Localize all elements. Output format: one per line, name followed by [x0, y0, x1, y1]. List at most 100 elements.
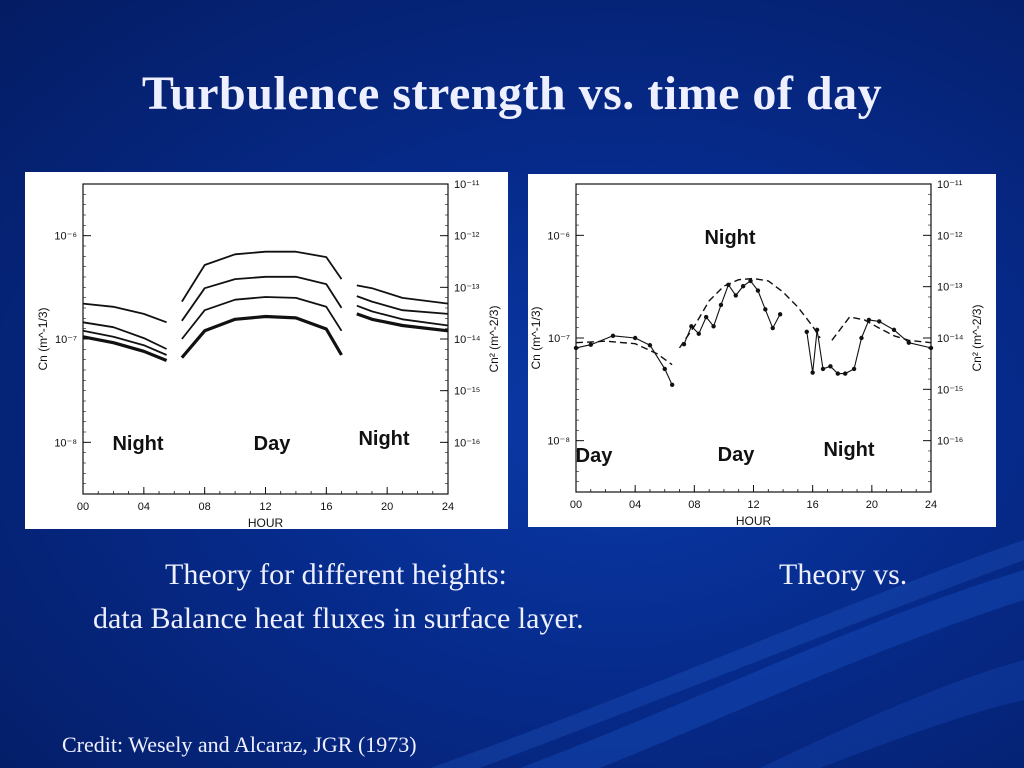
series-2-segment-2	[181, 275, 343, 322]
data-point	[610, 333, 616, 339]
x-axis-label: HOUR	[736, 514, 772, 527]
data-point	[877, 319, 882, 324]
x-axis-label: HOUR	[248, 516, 284, 529]
chart-theory: 00 04 08 12 16 20 24 HOUR 10⁻⁶ 10⁻⁷ 10⁻⁸ 10⁻¹¹ 10⁻¹²…	[36, 179, 501, 529]
y-axis-label-left: Cn (m^-1/3)	[529, 307, 543, 370]
data-point	[662, 366, 667, 372]
y-tick-label-right: 10⁻¹⁶	[454, 437, 480, 449]
series-4-segment-2	[180, 314, 343, 359]
series-3-segment-3	[356, 304, 449, 327]
series-2-segment-1	[575, 340, 673, 366]
period-label-day: Day	[576, 445, 614, 467]
data-point	[906, 340, 912, 345]
x-tick-label: 20	[381, 501, 393, 513]
y-tick-label-right: 10⁻¹⁵	[937, 384, 963, 396]
y-tick-label-right: 10⁻¹⁴	[937, 333, 964, 345]
y-tick-label-right: 10⁻¹²	[454, 231, 480, 243]
data-point	[711, 324, 716, 329]
y-tick-label-left: 10⁻⁶	[54, 231, 77, 243]
data-point	[859, 335, 864, 341]
data-point	[804, 329, 809, 334]
x-tick-label: 00	[570, 499, 582, 511]
credit-line: Credit: Wesely and Alcaraz, JGR (1973)	[62, 732, 417, 757]
data-point	[703, 314, 709, 320]
series-2-segment-2	[678, 277, 821, 349]
chart-theory-vs-data: 00 04 08 12 16 20 24 HOUR 10⁻⁶ 10⁻⁷ 10⁻⁸ 10⁻¹¹ 10⁻¹²…	[529, 179, 984, 527]
y-tick-label-left: 10⁻⁷	[55, 334, 77, 346]
y-tick-label-right: 10⁻¹³	[937, 282, 963, 294]
slide-title: Turbulence strength vs. time of day	[141, 67, 883, 120]
series-1-segment-3	[356, 284, 449, 305]
data-point	[755, 288, 761, 293]
y-tick-label-right: 10⁻¹²	[937, 230, 963, 242]
x-tick-label: 12	[747, 499, 759, 511]
x-tick-label: 16	[320, 501, 332, 513]
series-3-segment-1	[82, 329, 167, 356]
series-1-segment-3	[806, 319, 932, 375]
data-point	[828, 364, 833, 369]
y-tick-label-right: 10⁻¹⁴	[454, 334, 481, 346]
x-tick-label: 24	[925, 499, 937, 511]
data-point	[696, 331, 701, 336]
y-tick-label-left: 10⁻⁶	[547, 230, 570, 242]
period-label-night: Night	[704, 227, 755, 249]
chart-panel-theory: 00 04 08 12 16 20 24 HOUR 10⁻⁶ 10⁻⁷ 10⁻⁸ 10⁻¹¹ 10⁻¹²…	[25, 172, 508, 529]
series-2-segment-3	[356, 295, 449, 315]
chart-panel-theory-vs-data: 00 04 08 12 16 20 24 HOUR 10⁻⁶ 10⁻⁷ 10⁻⁸ 10⁻¹¹ 10⁻¹²…	[528, 174, 996, 527]
data-point	[851, 366, 857, 372]
series-2-segment-1	[82, 321, 167, 350]
data-point	[763, 307, 768, 312]
data-point	[820, 366, 826, 372]
data-point	[669, 382, 675, 388]
period-label-day: Day	[254, 433, 292, 455]
x-tick-label: 04	[629, 499, 641, 511]
y-tick-label-right: 10⁻¹¹	[454, 179, 480, 191]
y-tick-label-right: 10⁻¹¹	[937, 179, 963, 191]
x-tick-label: 08	[199, 501, 211, 513]
data-point	[891, 327, 897, 333]
caption-balance-heat-fluxes: data Balance heat fluxes in surface laye…	[93, 602, 584, 635]
series-2-segment-3	[831, 316, 932, 344]
x-tick-label: 16	[807, 499, 819, 511]
data-point	[733, 293, 738, 298]
y-tick-label-right: 10⁻¹³	[454, 282, 480, 294]
y-tick-label-left: 10⁻⁸	[54, 437, 77, 449]
period-label-day: Day	[718, 444, 756, 466]
series-3-segment-2	[181, 296, 343, 340]
x-tick-label: 24	[442, 501, 454, 513]
data-point	[835, 371, 841, 376]
period-label-night: Night	[358, 428, 409, 450]
data-point	[748, 278, 753, 284]
y-tick-label-left: 10⁻⁷	[548, 333, 570, 345]
y-axis-label-right: Cn² (m^-2/3)	[487, 306, 501, 373]
data-point	[810, 370, 815, 375]
y-axis-label-left: Cn (m^-1/3)	[36, 308, 50, 371]
x-tick-label: 04	[138, 501, 150, 513]
y-axis-label-right: Cn² (m^-2/3)	[970, 305, 984, 372]
data-point	[573, 345, 579, 351]
y-tick-label-right: 10⁻¹⁵	[454, 386, 480, 398]
y-tick-label-left: 10⁻⁸	[547, 436, 570, 448]
series-4-segment-3	[356, 312, 449, 333]
data-point	[770, 325, 775, 331]
period-label-night: Night	[823, 439, 874, 461]
x-tick-label: 00	[77, 501, 89, 513]
data-point	[647, 343, 653, 348]
series-1-segment-2	[181, 250, 343, 303]
series-1-segment-2	[683, 280, 781, 345]
data-point	[718, 302, 724, 308]
data-point	[588, 342, 593, 347]
data-point	[928, 345, 934, 351]
series-1-segment-1	[82, 302, 167, 324]
series-4-segment-1	[82, 335, 168, 362]
caption-theory-heights: Theory for different heights:	[165, 558, 507, 591]
x-tick-label: 08	[688, 499, 700, 511]
data-point	[843, 371, 848, 376]
x-tick-label: 12	[259, 501, 271, 513]
x-tick-label: 20	[866, 499, 878, 511]
y-tick-label-right: 10⁻¹⁶	[937, 436, 963, 448]
data-point	[632, 335, 638, 341]
data-point	[777, 312, 783, 317]
caption-theory-vs: Theory vs.	[779, 558, 908, 591]
period-label-night: Night	[112, 433, 163, 455]
